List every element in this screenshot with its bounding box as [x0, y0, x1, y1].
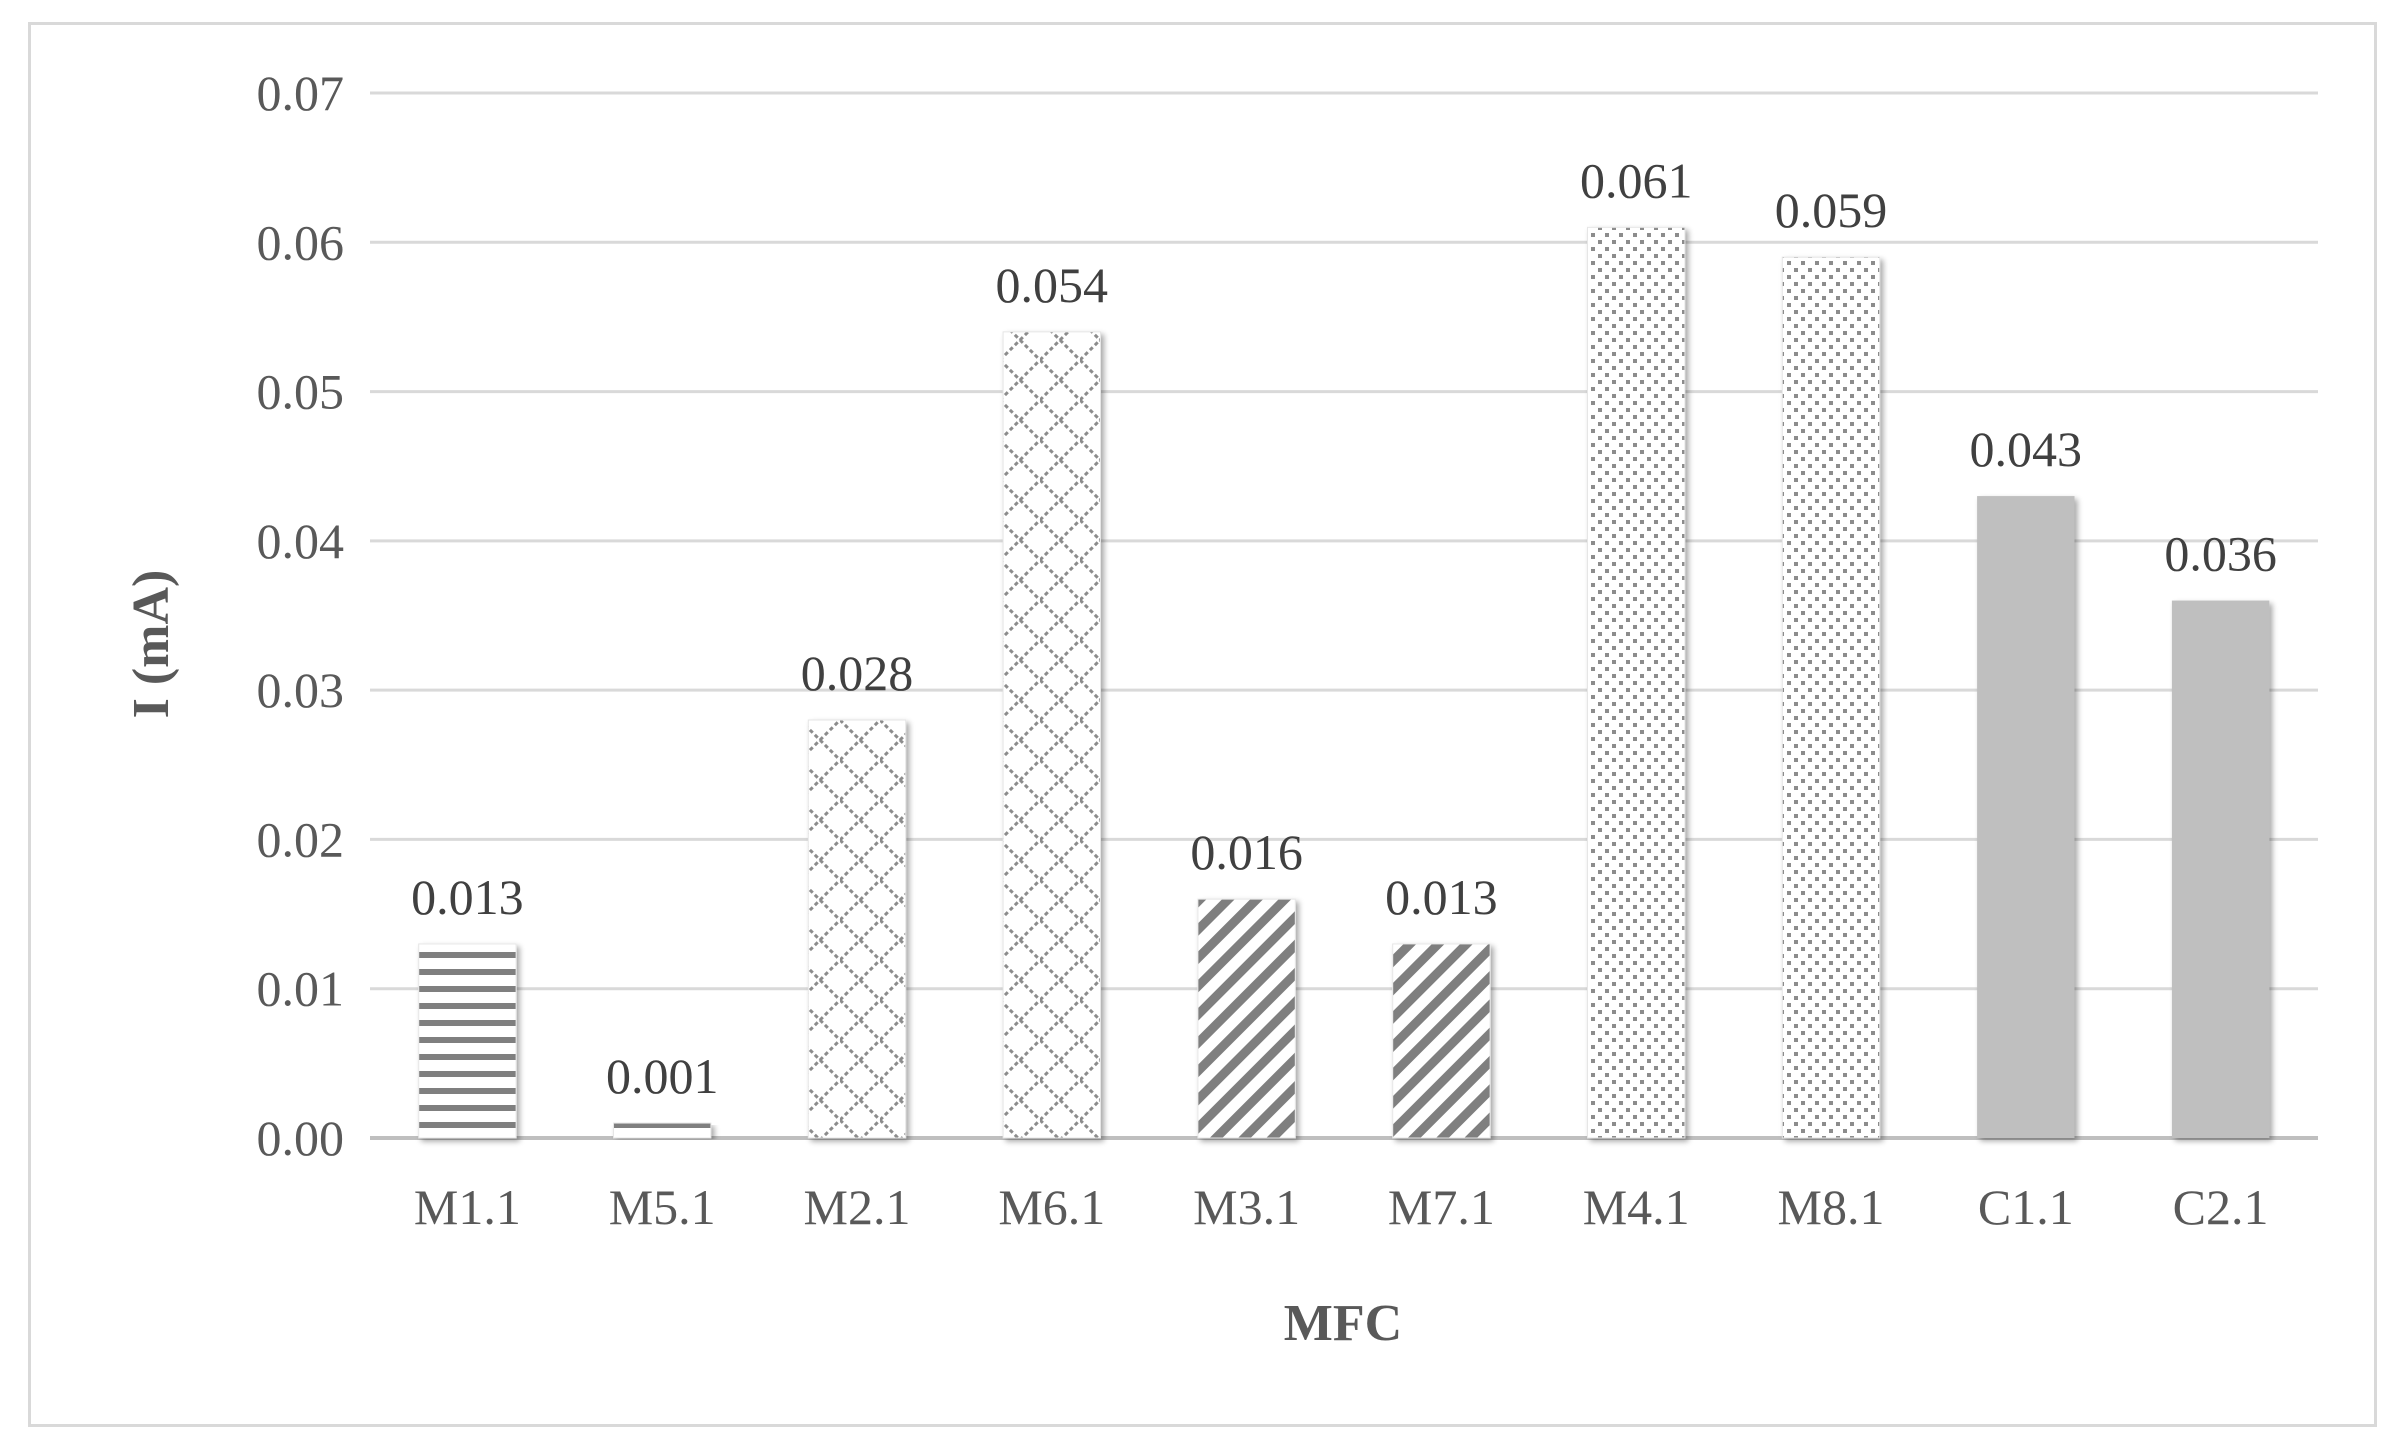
y-axis-ticks: 0.00 0.01 0.02 0.03 0.04 0.05 0.06 0.07	[257, 65, 345, 1166]
bars	[418, 226, 2270, 1139]
bar-m8-1	[1781, 256, 1881, 1139]
bar-c2-1	[2171, 600, 2270, 1138]
y-tick-label: 0.05	[257, 364, 345, 420]
data-label-m8-1: 0.059	[1775, 182, 1888, 238]
x-tick-label-m3-1: M3.1	[1193, 1179, 1300, 1235]
data-labels: 0.013 0.001 0.028 0.054 0.016 0.013 0.061 0.059…	[411, 152, 2277, 1104]
bar-c1-1	[1977, 496, 2075, 1139]
bar-m4-1	[1587, 226, 1686, 1139]
x-tick-label-m4-1: M4.1	[1583, 1179, 1690, 1235]
bar-m7-1	[1392, 943, 1491, 1139]
y-tick-label: 0.01	[257, 961, 345, 1017]
bar-m6-1	[1002, 331, 1101, 1139]
x-tick-label-c2-1: C2.1	[2173, 1179, 2269, 1235]
bar-m5-1	[613, 1122, 712, 1139]
data-label-m2-1: 0.028	[801, 645, 914, 701]
y-tick-label: 0.03	[257, 662, 345, 718]
x-axis-title: MFC	[1284, 1295, 1402, 1352]
data-label-c1-1: 0.043	[1970, 421, 2083, 477]
x-tick-label-m6-1: M6.1	[998, 1179, 1105, 1235]
data-label-m3-1: 0.016	[1190, 824, 1303, 880]
y-tick-label: 0.02	[257, 811, 345, 867]
y-tick-label: 0.06	[257, 214, 345, 270]
data-label-m6-1: 0.054	[996, 257, 1109, 313]
data-label-m1-1: 0.013	[411, 869, 524, 925]
x-tick-label-m2-1: M2.1	[804, 1179, 911, 1235]
data-label-m7-1: 0.013	[1385, 869, 1498, 925]
x-axis-ticks: M1.1 M5.1 M2.1 M6.1 M3.1 M7.1 M4.1 M8.1 C1.1 C2.1	[414, 1179, 2269, 1235]
y-tick-label: 0.04	[257, 513, 345, 569]
x-tick-label-m8-1: M8.1	[1778, 1179, 1885, 1235]
data-label-m4-1: 0.061	[1580, 152, 1693, 208]
y-tick-label: 0.00	[257, 1110, 345, 1166]
x-tick-label-m1-1: M1.1	[414, 1179, 521, 1235]
bar-m3-1	[1197, 898, 1296, 1139]
x-tick-label-c1-1: C1.1	[1978, 1179, 2074, 1235]
y-axis-title: I (mA)	[123, 570, 180, 719]
y-tick-label: 0.07	[257, 65, 345, 121]
x-tick-label-m5-1: M5.1	[609, 1179, 716, 1235]
data-label-m5-1: 0.001	[606, 1048, 719, 1104]
bar-m2-1	[807, 719, 907, 1139]
data-label-c2-1: 0.036	[2164, 526, 2277, 582]
x-tick-label-m7-1: M7.1	[1388, 1179, 1495, 1235]
bar-m1-1	[418, 943, 517, 1139]
